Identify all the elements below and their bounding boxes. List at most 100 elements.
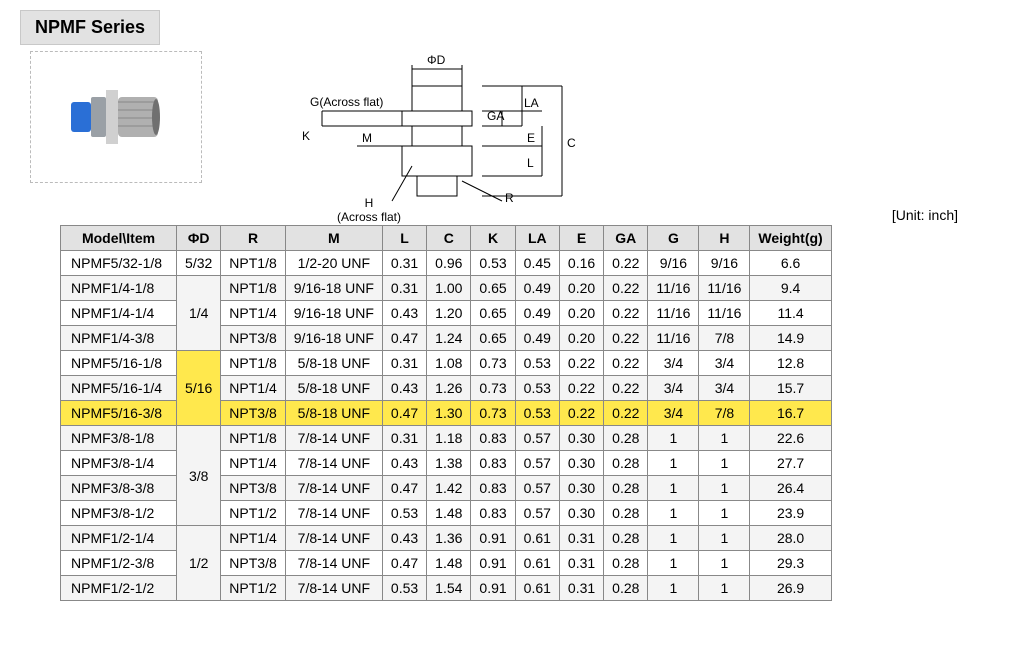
- cell-g: 9/16: [648, 251, 699, 276]
- cell-g: 1: [648, 501, 699, 526]
- cell-ga: 0.22: [604, 276, 648, 301]
- cell-model: NPMF1/2-1/4: [61, 526, 177, 551]
- table-row: NPMF1/2-1/41/2NPT1/47/8-14 UNF0.431.360.…: [61, 526, 832, 551]
- table-row: NPMF3/8-1/4NPT1/47/8-14 UNF0.431.380.830…: [61, 451, 832, 476]
- col-header: C: [427, 226, 471, 251]
- cell-r: NPT3/8: [221, 551, 285, 576]
- diagram-svg: [262, 51, 632, 221]
- cell-w: 16.7: [750, 401, 831, 426]
- cell-k: 0.73: [471, 351, 515, 376]
- table-row: NPMF3/8-1/2NPT1/27/8-14 UNF0.531.480.830…: [61, 501, 832, 526]
- dimension-diagram: ΦD G(Across flat) K M GA LA E L C R H (A…: [262, 51, 632, 221]
- cell-k: 0.91: [471, 576, 515, 601]
- cell-m: 7/8-14 UNF: [285, 426, 382, 451]
- cell-ga: 0.22: [604, 351, 648, 376]
- cell-r: NPT3/8: [221, 326, 285, 351]
- fitting-photo-svg: [61, 72, 171, 162]
- cell-ga: 0.28: [604, 426, 648, 451]
- cell-w: 14.9: [750, 326, 831, 351]
- cell-c: 1.24: [427, 326, 471, 351]
- cell-h: 3/4: [699, 351, 750, 376]
- cell-g: 11/16: [648, 301, 699, 326]
- cell-l: 0.47: [382, 551, 426, 576]
- cell-g: 1: [648, 551, 699, 576]
- cell-w: 26.9: [750, 576, 831, 601]
- cell-l: 0.31: [382, 276, 426, 301]
- dim-l: L: [527, 156, 534, 170]
- cell-k: 0.91: [471, 526, 515, 551]
- cell-k: 0.73: [471, 401, 515, 426]
- cell-w: 15.7: [750, 376, 831, 401]
- cell-m: 7/8-14 UNF: [285, 551, 382, 576]
- cell-k: 0.65: [471, 326, 515, 351]
- cell-c: 1.26: [427, 376, 471, 401]
- cell-c: 1.08: [427, 351, 471, 376]
- series-title: NPMF Series: [20, 10, 160, 45]
- cell-e: 0.31: [559, 576, 603, 601]
- cell-m: 7/8-14 UNF: [285, 501, 382, 526]
- cell-w: 28.0: [750, 526, 831, 551]
- cell-ga: 0.28: [604, 501, 648, 526]
- col-header: M: [285, 226, 382, 251]
- cell-e: 0.16: [559, 251, 603, 276]
- cell-r: NPT1/8: [221, 251, 285, 276]
- cell-h: 9/16: [699, 251, 750, 276]
- cell-ga: 0.28: [604, 476, 648, 501]
- cell-la: 0.49: [515, 326, 559, 351]
- cell-model: NPMF5/32-1/8: [61, 251, 177, 276]
- col-header: H: [699, 226, 750, 251]
- cell-e: 0.30: [559, 451, 603, 476]
- cell-model: NPMF3/8-1/4: [61, 451, 177, 476]
- cell-m: 9/16-18 UNF: [285, 301, 382, 326]
- cell-e: 0.20: [559, 276, 603, 301]
- cell-e: 0.22: [559, 351, 603, 376]
- cell-l: 0.43: [382, 376, 426, 401]
- cell-r: NPT3/8: [221, 401, 285, 426]
- top-area: ΦD G(Across flat) K M GA LA E L C R H (A…: [20, 51, 1004, 221]
- cell-m: 1/2-20 UNF: [285, 251, 382, 276]
- cell-e: 0.31: [559, 526, 603, 551]
- cell-model: NPMF3/8-3/8: [61, 476, 177, 501]
- cell-r: NPT1/4: [221, 376, 285, 401]
- cell-m: 5/8-18 UNF: [285, 401, 382, 426]
- cell-c: 1.00: [427, 276, 471, 301]
- col-header: R: [221, 226, 285, 251]
- cell-la: 0.57: [515, 451, 559, 476]
- cell-k: 0.83: [471, 426, 515, 451]
- col-header: ΦD: [177, 226, 221, 251]
- cell-w: 22.6: [750, 426, 831, 451]
- cell-l: 0.31: [382, 351, 426, 376]
- cell-e: 0.31: [559, 551, 603, 576]
- cell-l: 0.31: [382, 251, 426, 276]
- spec-table: Model\ItemΦDRMLCKLAEGAGHWeight(g) NPMF5/…: [60, 225, 832, 601]
- product-photo: [30, 51, 202, 183]
- cell-l: 0.47: [382, 476, 426, 501]
- cell-c: 1.38: [427, 451, 471, 476]
- cell-c: 1.30: [427, 401, 471, 426]
- cell-c: 1.42: [427, 476, 471, 501]
- cell-c: 1.48: [427, 551, 471, 576]
- cell-model: NPMF1/2-1/2: [61, 576, 177, 601]
- table-row: NPMF1/4-3/8NPT3/89/16-18 UNF0.471.240.65…: [61, 326, 832, 351]
- cell-h: 1: [699, 576, 750, 601]
- cell-g: 1: [648, 426, 699, 451]
- dim-e: E: [527, 131, 535, 145]
- cell-c: 0.96: [427, 251, 471, 276]
- col-header: L: [382, 226, 426, 251]
- cell-l: 0.43: [382, 451, 426, 476]
- cell-m: 7/8-14 UNF: [285, 576, 382, 601]
- cell-la: 0.61: [515, 576, 559, 601]
- cell-h: 11/16: [699, 276, 750, 301]
- cell-ga: 0.22: [604, 301, 648, 326]
- cell-model: NPMF5/16-1/8: [61, 351, 177, 376]
- cell-phi-d: 5/16: [177, 351, 221, 426]
- cell-w: 9.4: [750, 276, 831, 301]
- col-header: G: [648, 226, 699, 251]
- cell-c: 1.18: [427, 426, 471, 451]
- cell-g: 1: [648, 451, 699, 476]
- cell-phi-d: 3/8: [177, 426, 221, 526]
- cell-e: 0.22: [559, 376, 603, 401]
- cell-c: 1.36: [427, 526, 471, 551]
- dim-c: C: [567, 136, 576, 150]
- cell-h: 7/8: [699, 326, 750, 351]
